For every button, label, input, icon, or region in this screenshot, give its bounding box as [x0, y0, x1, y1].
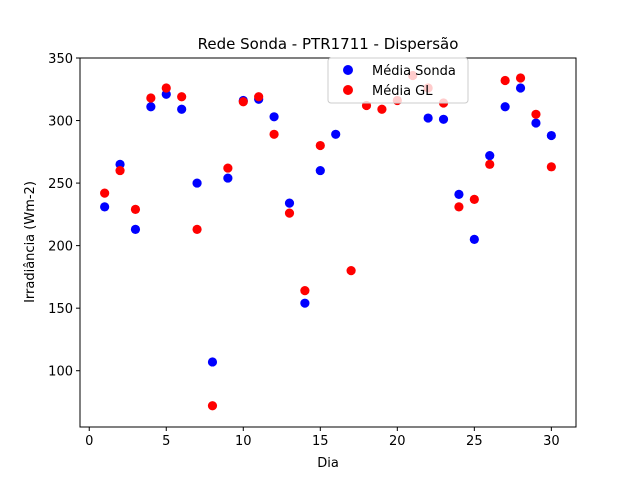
data-point	[315, 140, 325, 151]
data-point	[238, 97, 248, 107]
data-point	[269, 112, 279, 122]
data-point	[284, 198, 295, 208]
data-point	[438, 114, 449, 124]
data-point	[146, 93, 156, 103]
y-tick-label: 150	[48, 302, 73, 317]
y-tick-label: 350	[48, 52, 73, 67]
chart-title: Rede Sonda - PTR1711 - Dispersão	[198, 35, 459, 53]
x-tick-label: 0	[85, 434, 93, 449]
legend-label-gl: Média GL	[372, 84, 433, 99]
data-point	[207, 357, 218, 367]
legend-marker-gl	[343, 85, 353, 95]
series-sonda	[100, 83, 556, 367]
data-point	[192, 224, 202, 234]
x-tick-label: 15	[312, 434, 329, 449]
data-point	[515, 73, 526, 83]
data-point	[100, 202, 110, 212]
x-tick-label: 10	[235, 434, 252, 449]
data-point	[531, 109, 541, 119]
data-point	[130, 224, 141, 234]
data-point	[423, 113, 433, 123]
data-point	[192, 178, 202, 188]
data-point	[269, 129, 279, 139]
data-point	[531, 118, 541, 128]
data-point	[515, 83, 526, 93]
data-point	[146, 102, 156, 112]
y-tick-label: 300	[48, 115, 73, 130]
data-point	[177, 104, 187, 114]
y-tick-label: 250	[48, 177, 73, 192]
x-tick-label: 5	[162, 434, 170, 449]
data-point	[454, 202, 464, 212]
data-point	[100, 188, 110, 198]
data-point	[469, 234, 479, 244]
x-axis-title: Dia	[317, 456, 339, 471]
data-point	[115, 165, 125, 176]
data-point	[223, 163, 233, 173]
data-point	[177, 92, 187, 102]
data-point	[315, 165, 325, 176]
data-point	[454, 189, 464, 199]
data-point	[485, 159, 495, 169]
data-point	[130, 204, 141, 214]
data-point	[300, 298, 310, 308]
plot-frame	[79, 57, 577, 428]
x-tick-label: 25	[466, 434, 483, 449]
data-point	[377, 104, 387, 114]
x-tick-label: 30	[543, 434, 560, 449]
legend: Média Sonda Média GL	[327, 57, 469, 104]
data-point	[546, 130, 556, 141]
y-tick-label: 200	[48, 240, 73, 255]
y-tick-label: 100	[48, 365, 73, 380]
y-axis-title: Irradiância (Wm-2)	[23, 181, 38, 303]
data-point	[300, 286, 310, 296]
data-point	[254, 92, 264, 102]
plot-area	[80, 58, 576, 427]
x-tick-label: 20	[389, 434, 406, 449]
data-point	[346, 266, 356, 276]
data-point	[500, 102, 510, 112]
legend-marker-sonda	[343, 65, 353, 75]
data-point	[485, 150, 495, 161]
data-point	[223, 173, 233, 183]
data-point	[331, 129, 341, 139]
x-axis: 0 5 10 15 20 25 30	[85, 427, 560, 449]
data-point	[207, 401, 218, 411]
data-point	[469, 194, 479, 204]
data-point	[161, 83, 171, 93]
data-point	[284, 208, 295, 218]
data-point	[500, 75, 510, 86]
y-axis: 100 150 200 250 300 350	[48, 52, 80, 380]
data-point	[546, 162, 556, 172]
legend-box	[327, 57, 469, 104]
legend-label-sonda: Média Sonda	[372, 64, 456, 79]
